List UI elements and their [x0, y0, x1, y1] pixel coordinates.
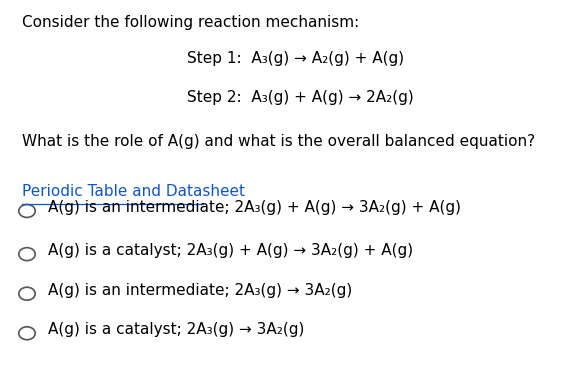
Text: Periodic Table and Datasheet: Periodic Table and Datasheet	[22, 184, 246, 199]
Text: A(g) is an intermediate; 2A₃(g) + A(g) → 3A₂(g) + A(g): A(g) is an intermediate; 2A₃(g) + A(g) →…	[48, 200, 461, 215]
Text: A(g) is a catalyst; 2A₃(g) → 3A₂(g): A(g) is a catalyst; 2A₃(g) → 3A₂(g)	[48, 322, 304, 337]
Text: A(g) is a catalyst; 2A₃(g) + A(g) → 3A₂(g) + A(g): A(g) is a catalyst; 2A₃(g) + A(g) → 3A₂(…	[48, 243, 413, 258]
Text: Step 1:  A₃(g) → A₂(g) + A(g): Step 1: A₃(g) → A₂(g) + A(g)	[187, 51, 404, 66]
Text: Consider the following reaction mechanism:: Consider the following reaction mechanis…	[22, 15, 360, 30]
Text: A(g) is an intermediate; 2A₃(g) → 3A₂(g): A(g) is an intermediate; 2A₃(g) → 3A₂(g)	[48, 283, 352, 298]
Text: Step 2:  A₃(g) + A(g) → 2A₂(g): Step 2: A₃(g) + A(g) → 2A₂(g)	[187, 91, 413, 106]
Text: What is the role of A(g) and what is the overall balanced equation?: What is the role of A(g) and what is the…	[22, 134, 536, 149]
